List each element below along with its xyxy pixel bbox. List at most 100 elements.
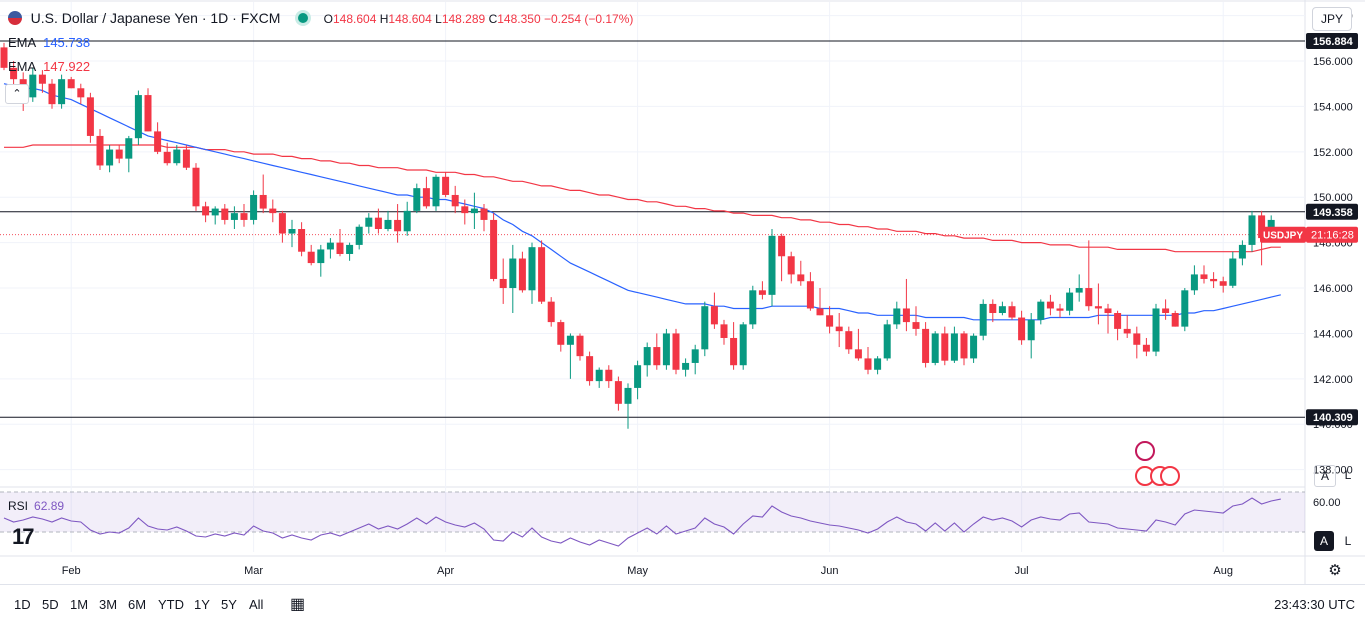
candle-body xyxy=(1104,308,1112,314)
candle-body xyxy=(1171,313,1179,327)
timeframe-5d[interactable]: 5D xyxy=(42,597,59,612)
candle-body xyxy=(1133,333,1141,345)
candle-body xyxy=(173,149,181,164)
candle-body xyxy=(1248,215,1256,245)
candle-body xyxy=(509,258,517,289)
candle-body xyxy=(643,347,651,366)
candle-body xyxy=(787,256,795,275)
timeframe-1d[interactable]: 1D xyxy=(14,597,31,612)
time-tick-label: Feb xyxy=(62,565,81,577)
candle-body xyxy=(547,301,555,323)
candle-body xyxy=(538,247,546,302)
timeframe-1y[interactable]: 1Y xyxy=(194,597,210,612)
candle-body xyxy=(182,149,190,168)
candle-body xyxy=(278,213,286,234)
timeframe-5y[interactable]: 5Y xyxy=(221,597,237,612)
ema-fast-legend[interactable]: EMA 145.738 xyxy=(8,35,91,50)
candle-body xyxy=(221,208,229,220)
candle-body xyxy=(749,290,757,325)
ema-slow-series xyxy=(4,144,1281,253)
candle-body xyxy=(154,131,162,152)
time-tick-label: Jun xyxy=(821,565,839,577)
candle-body xyxy=(1114,313,1122,329)
candle-body xyxy=(1085,288,1093,307)
candles xyxy=(0,42,1285,429)
symbol-legend[interactable]: U.S. Dollar / Japanese Yen · 1D · FXCM O… xyxy=(8,10,633,26)
candle-body xyxy=(960,333,968,359)
timeframe-1m[interactable]: 1M xyxy=(70,597,89,612)
candle-body xyxy=(1056,308,1064,311)
candle-body xyxy=(931,333,939,363)
candle-body xyxy=(29,74,37,98)
timeframe-ytd[interactable]: YTD xyxy=(158,597,184,612)
candle-body xyxy=(816,308,824,316)
rsi-auto-scale-button[interactable]: A xyxy=(1314,531,1334,551)
collapse-legend-button[interactable]: ⌃ xyxy=(5,84,29,104)
date-range-icon[interactable]: ▦ xyxy=(290,596,306,613)
symbol-tag-label: USDJPY xyxy=(1263,231,1303,242)
candle-body xyxy=(10,67,18,80)
candle-body xyxy=(470,208,478,214)
candle-body xyxy=(835,326,843,332)
candle-body xyxy=(490,219,498,279)
timeframe-all[interactable]: All xyxy=(249,597,264,612)
candle-body xyxy=(125,138,133,159)
settings-gear-icon[interactable]: ⚙ xyxy=(1328,562,1342,579)
candle-body xyxy=(403,210,411,232)
price-tick-label: 150.000 xyxy=(1313,192,1353,204)
timeframe-3m[interactable]: 3M xyxy=(99,597,118,612)
candle-body xyxy=(1123,328,1131,334)
candle-body xyxy=(1190,274,1198,291)
level-tag xyxy=(1306,203,1358,220)
candle-body xyxy=(307,251,315,264)
rsi-legend[interactable]: RSI 62.89 xyxy=(8,499,65,513)
price-tick-label: 152.000 xyxy=(1313,147,1353,159)
candle-body xyxy=(1162,308,1170,314)
candle-body xyxy=(1008,306,1016,318)
level-tag xyxy=(1306,32,1358,49)
lightning-event-icon xyxy=(1135,441,1155,461)
currency-button[interactable]: JPY xyxy=(1312,7,1352,31)
candle-body xyxy=(1075,288,1083,293)
log-scale-button[interactable]: L xyxy=(1344,468,1352,482)
candle-body xyxy=(768,235,776,295)
candle-body xyxy=(240,213,248,220)
candle-body xyxy=(163,151,171,164)
candle-body xyxy=(1152,308,1160,352)
candle-body xyxy=(1066,292,1074,311)
rsi-band xyxy=(0,492,1305,532)
timeframe-6m[interactable]: 6M xyxy=(128,597,147,612)
candle-body xyxy=(1094,306,1102,309)
time-tick-label: Aug xyxy=(1213,565,1233,577)
candle-body xyxy=(211,208,219,216)
ema-slow-legend[interactable]: EMA 147.922 xyxy=(8,59,91,74)
candle-body xyxy=(528,247,536,291)
countdown-tag xyxy=(1306,226,1358,243)
candle-body xyxy=(595,369,603,382)
time-tick-label: Apr xyxy=(437,565,454,577)
level-tag-label: 156.884 xyxy=(1313,36,1354,48)
candle-body xyxy=(682,362,690,370)
candle-body xyxy=(806,281,814,309)
symbol-title: U.S. Dollar / Japanese Yen · 1D · FXCM xyxy=(30,10,281,26)
candle-body xyxy=(67,79,75,89)
price-axis[interactable]: 158.000156.000154.000152.000150.000148.0… xyxy=(1260,11,1358,509)
symbol-tag xyxy=(1260,226,1306,243)
time-axis[interactable]: Feb Mar Apr May Jun Jul Aug xyxy=(62,565,1233,577)
candle-body xyxy=(384,219,392,230)
rsi-pane xyxy=(0,491,1305,547)
event-icons[interactable] xyxy=(1135,441,1180,486)
candle-body xyxy=(355,226,363,245)
rsi-log-scale-button[interactable]: L xyxy=(1344,534,1352,548)
candle-body xyxy=(106,149,114,166)
candle-body xyxy=(672,333,680,370)
utc-clock[interactable]: 23:43:30 UTC xyxy=(1274,597,1355,612)
candle-body xyxy=(250,194,258,220)
candle-body xyxy=(902,308,910,323)
time-tick-label: Jul xyxy=(1015,565,1029,577)
candle-body xyxy=(922,328,930,363)
auto-scale-button[interactable]: A xyxy=(1314,465,1336,487)
level-tag-label: 140.309 xyxy=(1313,412,1353,424)
candle-body xyxy=(758,290,766,295)
